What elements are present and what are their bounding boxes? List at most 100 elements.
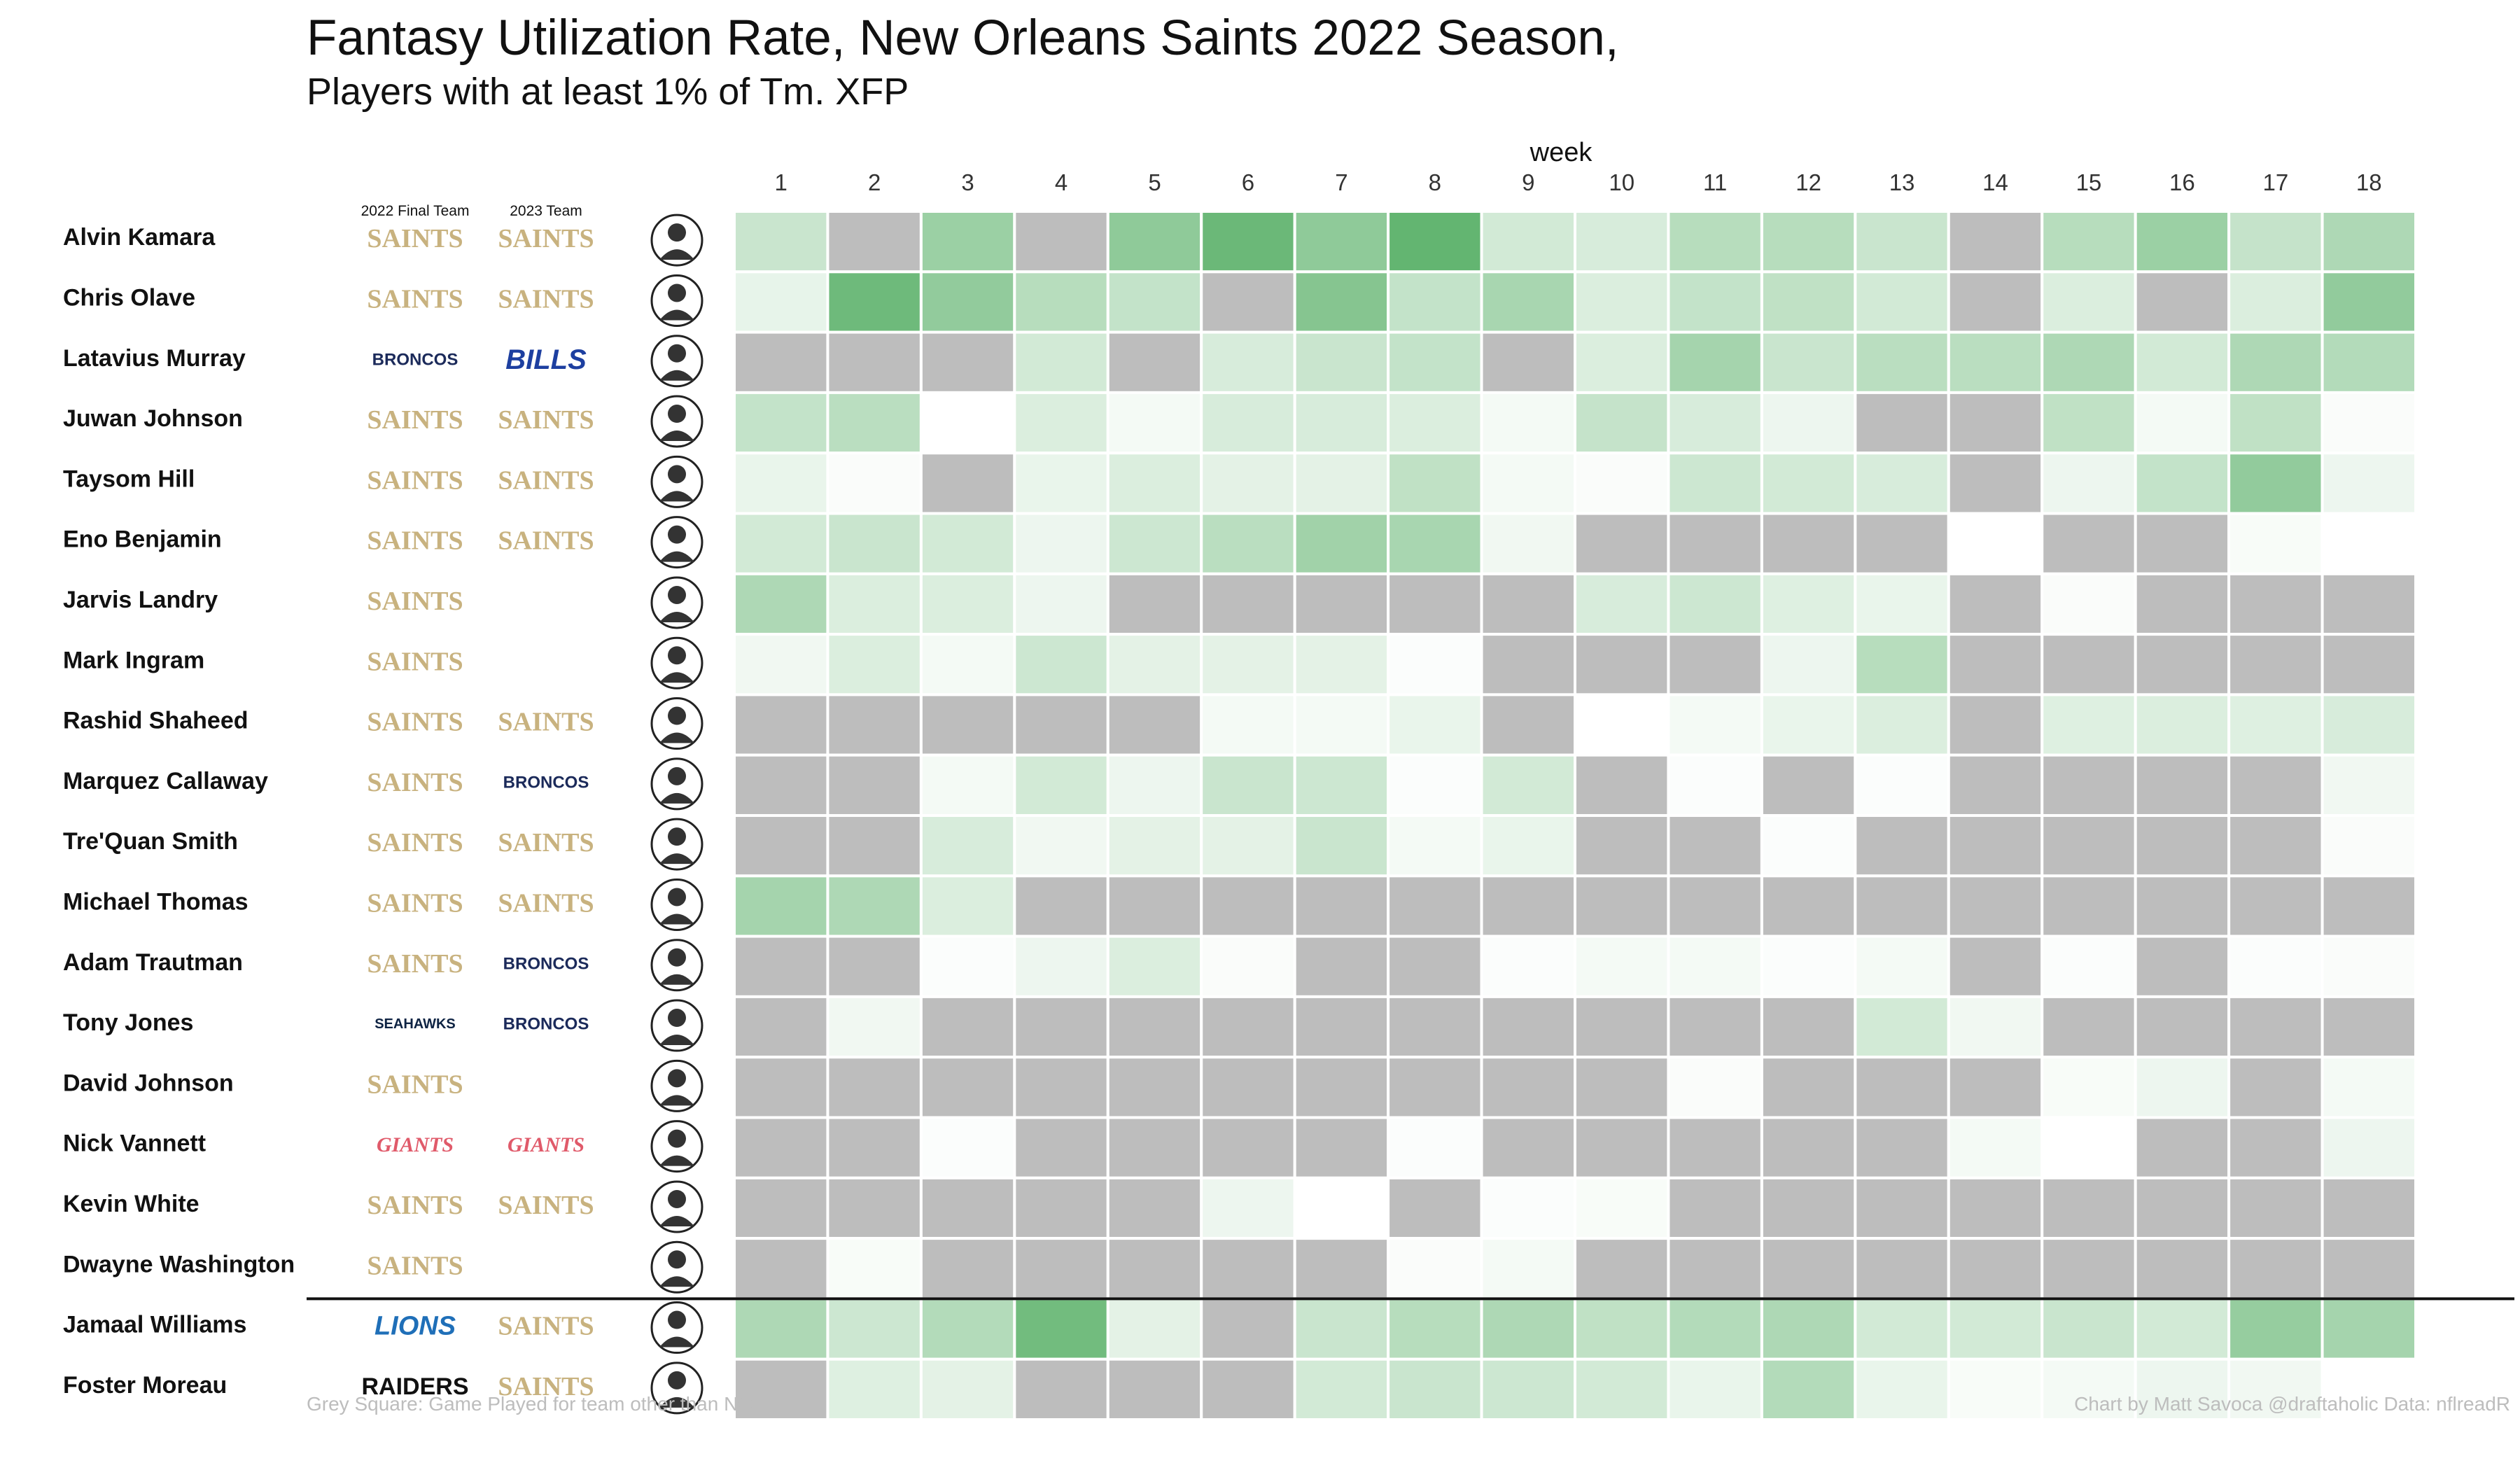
heatmap-cell	[1106, 1176, 1203, 1240]
heatmap-cell	[1106, 753, 1203, 817]
heatmap-cell	[1013, 814, 1110, 878]
heatmap-cell	[1947, 1056, 2044, 1119]
heatmap-cell	[1667, 1297, 1763, 1361]
week-tick-label: 2	[868, 169, 881, 195]
heatmap-cell	[2040, 753, 2137, 817]
heatmap-cell	[1760, 934, 1857, 998]
heatmap-cell	[2134, 753, 2231, 817]
headshot-shoulders	[659, 1095, 694, 1106]
heatmap-cell	[2040, 693, 2137, 757]
heatmap-cell	[1293, 1056, 1390, 1119]
heatmap-cell	[1760, 1116, 1857, 1180]
week-tick-label: 18	[2356, 169, 2382, 195]
headshot-head	[668, 465, 686, 484]
heatmap-cell	[1480, 1357, 1577, 1421]
heatmap-cell	[1480, 633, 1577, 696]
heatmap-cell	[1574, 1237, 1670, 1301]
headshot-shoulders	[659, 611, 694, 622]
player-name: Tre'Quan Smith	[63, 828, 238, 855]
heatmap-cell	[1387, 210, 1483, 274]
heatmap-cell	[2227, 330, 2324, 394]
heatmap-cell	[826, 512, 923, 575]
heatmap-cell	[1854, 633, 1950, 696]
heatmap-cell	[2134, 1297, 2231, 1361]
heatmap-cell	[1667, 1056, 1763, 1119]
heatmap-cell	[1387, 633, 1483, 696]
heatmap-cell	[2227, 753, 2324, 817]
heatmap-cell	[1480, 753, 1577, 817]
heatmap-cell	[1200, 1056, 1296, 1119]
heatmap-cell	[1667, 1357, 1763, 1421]
heatmap-cell	[1760, 693, 1857, 757]
player-name: Alvin Kamara	[63, 224, 216, 251]
headshot-head	[668, 888, 686, 906]
player-name: David Johnson	[63, 1070, 234, 1096]
heatmap-cell	[1200, 874, 1296, 938]
team-logo-raiders: RAIDERS	[361, 1373, 468, 1400]
heatmap-cell	[826, 814, 923, 878]
heatmap-cell	[1667, 753, 1763, 817]
week-tick-label: 6	[1242, 169, 1254, 195]
heatmap-cell	[1760, 270, 1857, 334]
heatmap-cell	[1293, 995, 1390, 1059]
heatmap-cell	[919, 572, 1016, 636]
heatmap-cell	[826, 1297, 923, 1361]
heatmap-cell	[2320, 1056, 2418, 1119]
heatmap-cell	[1387, 1357, 1483, 1421]
heatmap-cell	[1293, 934, 1390, 998]
headshot-shoulders	[659, 1336, 694, 1348]
team-logo-saints: SAINTS	[367, 768, 463, 797]
heatmap-cell	[2134, 995, 2231, 1059]
heatmap-cell	[919, 512, 1016, 575]
heatmap-cell	[1293, 451, 1390, 515]
team-logo-saints: SAINTS	[367, 1251, 463, 1280]
heatmap-cell	[1013, 270, 1110, 334]
heatmap-cell	[1387, 451, 1483, 515]
heatmap-cell	[1947, 572, 2044, 636]
heatmap-cell	[1947, 1176, 2044, 1240]
week-tick-label: 4	[1055, 169, 1068, 195]
heatmap-cell	[1293, 693, 1390, 757]
heatmap-cell	[919, 1297, 1016, 1361]
heatmap-cell	[1947, 1297, 2044, 1361]
heatmap-cell	[826, 572, 923, 636]
week-tick-label: 9	[1522, 169, 1534, 195]
team-logo-saints: SAINTS	[498, 1372, 594, 1401]
heatmap-cell	[2134, 1357, 2231, 1421]
heatmap-cell	[2040, 633, 2137, 696]
heatmap-cell	[1574, 633, 1670, 696]
headshot-shoulders	[659, 1396, 694, 1408]
heatmap-cell	[1667, 1116, 1763, 1180]
team-logo-saints: SAINTS	[498, 1312, 594, 1341]
heatmap-cell	[1013, 330, 1110, 394]
heatmap-cell	[1387, 270, 1483, 334]
heatmap-cell	[2040, 1237, 2137, 1301]
heatmap-cell	[1387, 995, 1483, 1059]
heatmap-cell	[1480, 391, 1577, 455]
heatmap-cell	[1106, 934, 1203, 998]
heatmap-cell	[1293, 270, 1390, 334]
headshot-shoulders	[659, 370, 694, 381]
heatmap-cell	[2134, 451, 2231, 515]
heatmap-cell	[1013, 1357, 1110, 1421]
heatmap-cell	[1854, 874, 1950, 938]
heatmap-cell	[1013, 391, 1110, 455]
heatmap-cell	[1480, 1176, 1577, 1240]
heatmap-cell	[919, 451, 1016, 515]
heatmap-cell	[2320, 633, 2418, 696]
heatmap-cell	[1947, 753, 2044, 817]
heatmap-cell	[733, 814, 830, 878]
team-logo-saints: SAINTS	[498, 708, 594, 737]
heatmap-cell	[1013, 1056, 1110, 1119]
heatmap-cell	[1106, 210, 1203, 274]
heatmap-cell	[1480, 330, 1577, 394]
week-tick-label: 13	[1889, 169, 1915, 195]
heatmap-cell	[2040, 874, 2137, 938]
heatmap-cell	[1293, 210, 1390, 274]
heatmap-cell	[1013, 512, 1110, 575]
heatmap-cell	[2320, 753, 2418, 817]
heatmap-cell	[2320, 512, 2418, 575]
week-tick-label: 10	[1609, 169, 1634, 195]
heatmap-cell	[733, 270, 830, 334]
heatmap-cell	[1106, 1116, 1203, 1180]
